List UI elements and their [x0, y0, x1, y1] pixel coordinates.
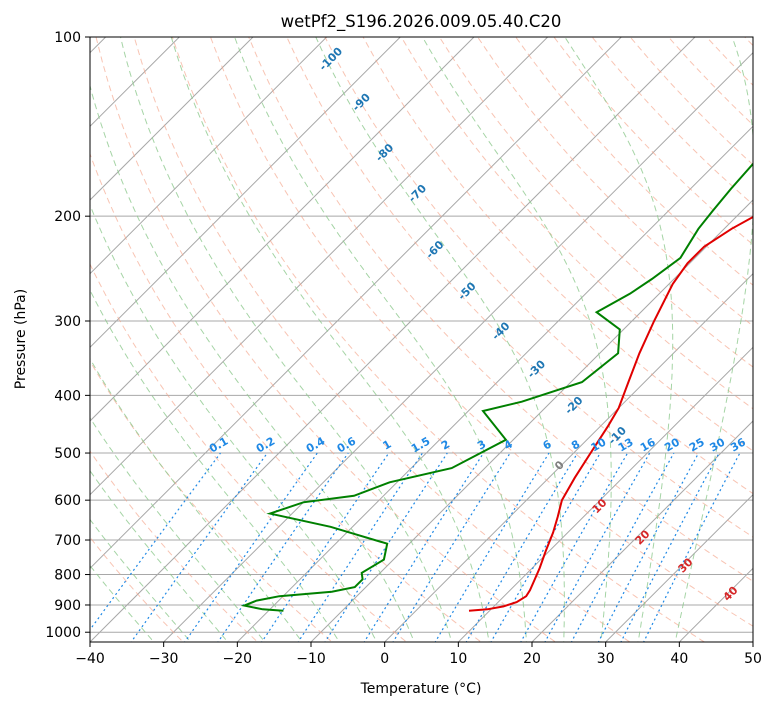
isotherm-line	[90, 37, 328, 275]
x-tick-label: 30	[597, 651, 615, 667]
isotherm-line	[383, 272, 753, 642]
x-tick-label: 40	[670, 651, 688, 667]
moist-adiabat-line	[90, 203, 378, 642]
series-temperature-line	[468, 215, 753, 612]
y-tick-label: 900	[54, 598, 81, 614]
isotherm-line	[90, 37, 475, 422]
isotherm-line	[310, 199, 753, 642]
moist-adiabat-line	[234, 37, 527, 642]
dry-adiabat-line	[171, 37, 706, 642]
plot-series	[240, 162, 753, 612]
y-axis-title: Pressure (hPa)	[13, 289, 29, 389]
y-tick-label: 100	[54, 30, 81, 46]
plot-axes: −40 −30 −20 −10 0 10 20 30 40 50 100 200 300 400 500 60…	[45, 30, 762, 667]
x-tick-label: 50	[744, 651, 762, 667]
y-tick-label: 400	[54, 388, 81, 404]
y-tick-label: 1000	[45, 625, 81, 641]
isotherm-line	[90, 37, 623, 570]
y-tick-label: 300	[54, 314, 81, 330]
isotherm-line	[162, 51, 753, 642]
dry-adiabat-line	[133, 37, 631, 642]
x-tick-label: −10	[296, 651, 326, 667]
x-tick-label: −20	[223, 651, 253, 667]
dry-adiabat-line	[400, 37, 753, 410]
dry-adiabat-line	[324, 37, 753, 495]
x-tick-label: −30	[149, 651, 179, 667]
mixing-ratio-line	[544, 452, 651, 642]
isotherm-line	[531, 420, 753, 642]
y-tick-label: 700	[54, 533, 81, 549]
series-dewpoint-line	[240, 162, 753, 612]
dry-adiabat-line	[438, 37, 753, 368]
moist-adiabat-line	[90, 469, 229, 642]
mixing-ratio-line	[570, 452, 675, 642]
y-tick-label: 200	[54, 209, 81, 225]
dry-adiabat-line	[248, 37, 753, 582]
chart-title: wetPf2_S196.2026.009.05.40.C20	[281, 12, 562, 32]
mixing-ratio-line	[643, 452, 741, 642]
isotherm-line	[90, 37, 696, 642]
mixing-ratio-line	[392, 452, 511, 642]
x-tick-label: −40	[75, 651, 105, 667]
dry-adiabat-line	[90, 450, 259, 642]
isotherm-line	[90, 37, 402, 349]
moist-adiabat-line	[674, 37, 753, 642]
moist-adiabat-line	[119, 37, 453, 642]
mixing-ratio-line	[184, 452, 318, 642]
moist-adiabat-line	[564, 37, 674, 642]
mixing-ratio-line	[620, 452, 720, 642]
mixing-ratio-line	[465, 452, 579, 642]
moist-adiabat-line	[315, 37, 565, 642]
x-axis-title: Temperature (°C)	[360, 681, 482, 697]
dry-adiabat-line	[477, 37, 753, 327]
mixing-ratio-line	[261, 452, 390, 642]
dry-adiabat-line	[286, 37, 753, 538]
isotherm-line	[236, 125, 753, 642]
dry-adiabat-line	[90, 262, 408, 642]
mixing-ratio-line	[490, 452, 601, 642]
mixing-ratio-line	[520, 452, 629, 642]
moist-adiabat-line	[90, 417, 266, 642]
plot-frame	[89, 36, 754, 643]
mixing-ratio-line	[90, 452, 221, 631]
isotherm-line	[90, 37, 254, 201]
isotherm-line	[604, 493, 753, 642]
moist-adiabat-line	[170, 37, 490, 642]
mixing-ratio-line	[217, 452, 349, 642]
dry-adiabat-line	[90, 360, 333, 642]
moist-adiabat-line	[90, 288, 340, 642]
plot-background	[90, 37, 753, 642]
dry-adiabat-line	[515, 37, 753, 286]
moist-adiabat-line	[90, 357, 303, 642]
moist-adiabat-line	[421, 37, 612, 642]
x-tick-label: 0	[380, 651, 389, 667]
y-tick-label: 500	[54, 446, 81, 462]
isotherm-line	[457, 346, 753, 642]
dry-adiabat-line	[210, 37, 753, 627]
y-tick-label: 600	[54, 493, 81, 509]
x-tick-label: 20	[523, 651, 541, 667]
isotherm-line	[90, 37, 549, 496]
y-tick-label: 800	[54, 568, 81, 584]
x-tick-label: 10	[449, 651, 467, 667]
dry-adiabat-line	[362, 37, 753, 452]
mixing-ratio-line	[597, 452, 700, 642]
